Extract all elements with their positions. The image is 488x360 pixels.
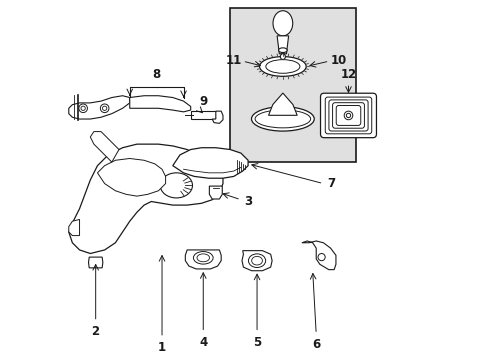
Text: 8: 8 bbox=[152, 68, 161, 81]
Ellipse shape bbox=[265, 60, 299, 73]
FancyBboxPatch shape bbox=[320, 93, 376, 138]
Ellipse shape bbox=[251, 256, 262, 265]
Circle shape bbox=[317, 253, 325, 261]
Polygon shape bbox=[268, 93, 297, 115]
Text: 7: 7 bbox=[326, 177, 334, 190]
Text: 2: 2 bbox=[91, 325, 100, 338]
Ellipse shape bbox=[248, 254, 265, 267]
Polygon shape bbox=[277, 36, 288, 54]
Ellipse shape bbox=[278, 48, 286, 53]
Polygon shape bbox=[212, 111, 223, 123]
Ellipse shape bbox=[197, 254, 209, 262]
Circle shape bbox=[100, 104, 109, 113]
FancyBboxPatch shape bbox=[336, 105, 360, 125]
Ellipse shape bbox=[160, 173, 192, 198]
Text: 1: 1 bbox=[158, 341, 166, 354]
Circle shape bbox=[102, 106, 106, 111]
Text: 12: 12 bbox=[340, 68, 356, 81]
Circle shape bbox=[344, 111, 352, 120]
Polygon shape bbox=[69, 96, 129, 119]
Polygon shape bbox=[69, 220, 80, 235]
Circle shape bbox=[81, 106, 85, 111]
FancyBboxPatch shape bbox=[328, 100, 367, 131]
Polygon shape bbox=[69, 144, 223, 253]
Ellipse shape bbox=[255, 110, 310, 128]
Polygon shape bbox=[90, 132, 119, 162]
Polygon shape bbox=[209, 186, 222, 199]
Ellipse shape bbox=[272, 11, 292, 36]
Polygon shape bbox=[301, 241, 335, 270]
Ellipse shape bbox=[259, 57, 305, 76]
Text: 6: 6 bbox=[311, 338, 320, 351]
Polygon shape bbox=[190, 111, 215, 119]
Ellipse shape bbox=[280, 54, 285, 59]
Circle shape bbox=[79, 104, 87, 113]
Text: 11: 11 bbox=[225, 54, 241, 67]
Polygon shape bbox=[88, 257, 102, 268]
Text: 9: 9 bbox=[199, 95, 207, 108]
Ellipse shape bbox=[251, 107, 314, 131]
Bar bbox=[230, 8, 355, 162]
Circle shape bbox=[346, 113, 350, 118]
Polygon shape bbox=[97, 158, 165, 196]
Polygon shape bbox=[172, 148, 247, 178]
Polygon shape bbox=[185, 250, 221, 269]
Text: 4: 4 bbox=[199, 336, 207, 349]
Text: 5: 5 bbox=[252, 336, 261, 349]
FancyBboxPatch shape bbox=[332, 103, 364, 128]
FancyBboxPatch shape bbox=[325, 97, 371, 134]
Polygon shape bbox=[242, 251, 271, 271]
Text: 3: 3 bbox=[244, 195, 252, 208]
Polygon shape bbox=[129, 96, 190, 112]
Ellipse shape bbox=[193, 252, 213, 264]
Text: 10: 10 bbox=[330, 54, 346, 67]
